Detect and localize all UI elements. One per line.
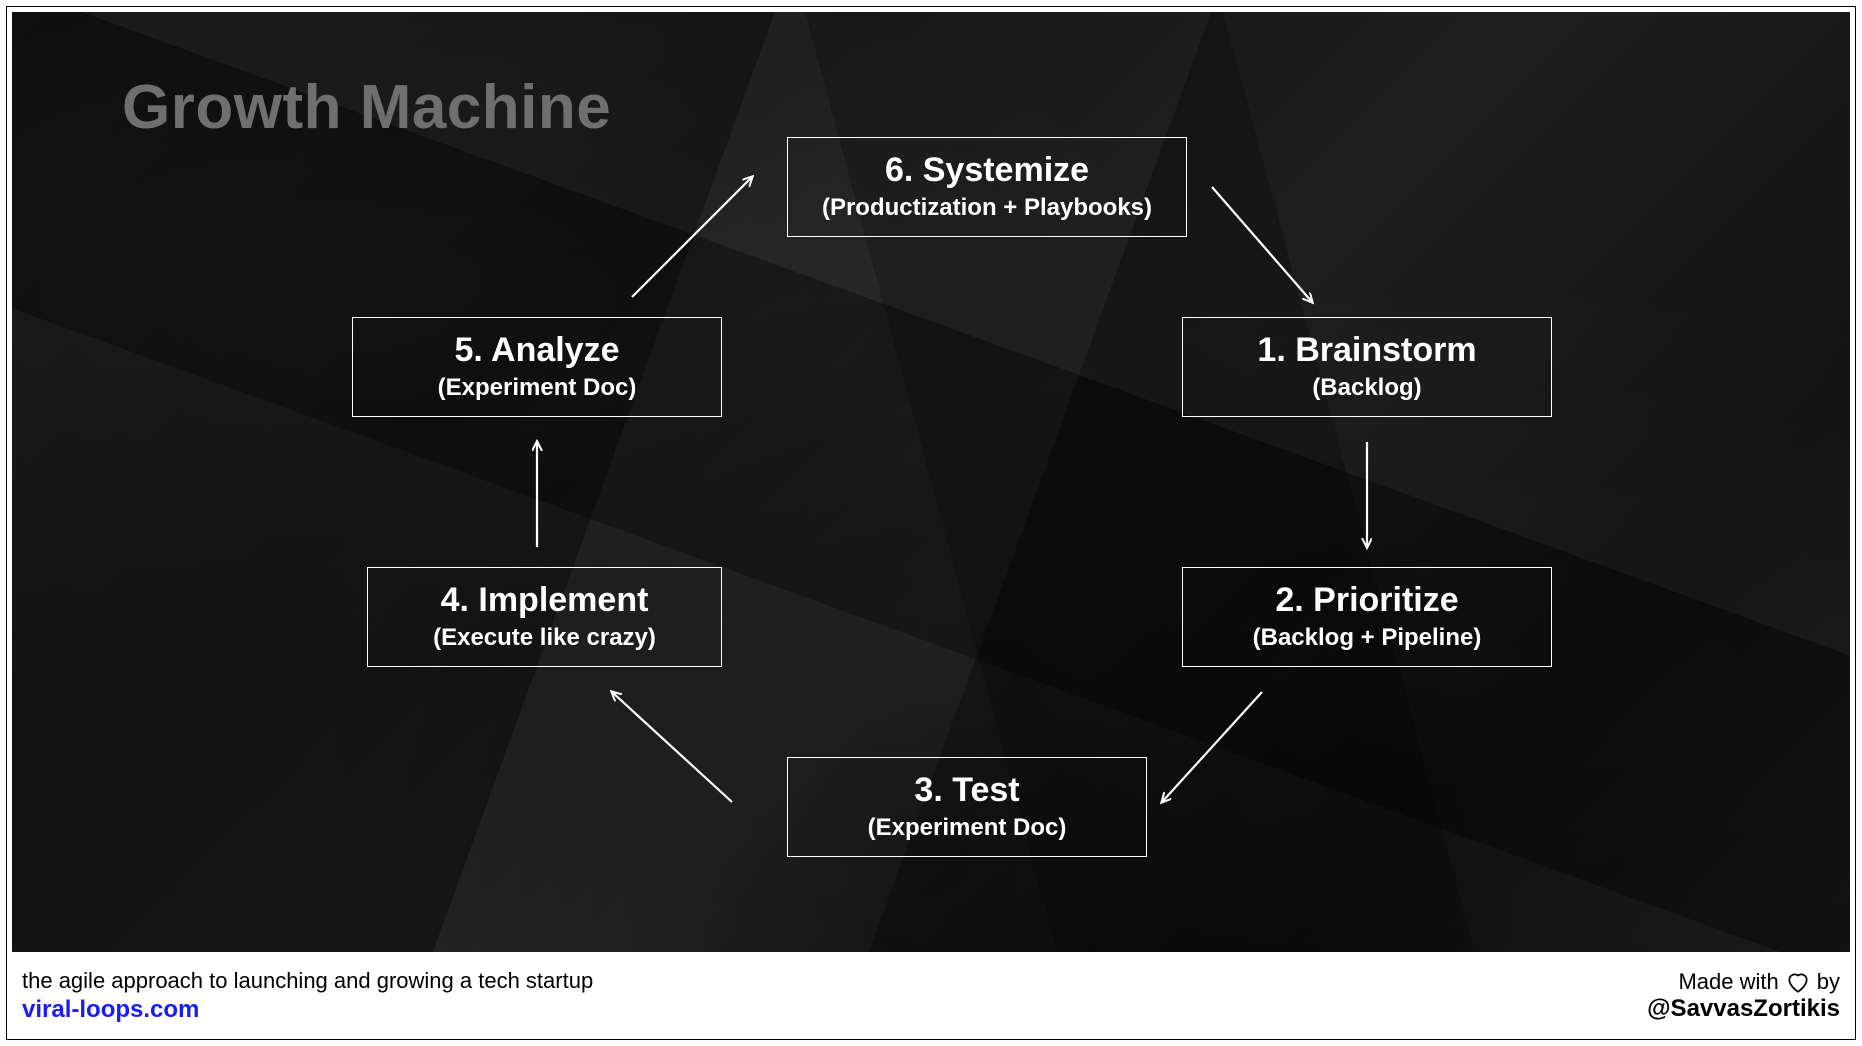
footer-tagline: the agile approach to launching and grow… xyxy=(22,968,593,994)
arrow-prioritize-to-test xyxy=(1162,692,1262,802)
arrow-analyze-to-systemize xyxy=(632,177,752,297)
footer-left: the agile approach to launching and grow… xyxy=(22,968,593,1024)
node-brainstorm: 1. Brainstorm (Backlog) xyxy=(1182,317,1552,417)
footer-author: @SavvasZortikis xyxy=(1647,995,1840,1023)
node-sub: (Backlog + Pipeline) xyxy=(1253,622,1482,653)
node-label: 1. Brainstorm xyxy=(1257,331,1476,370)
node-sub: (Productization + Playbooks) xyxy=(822,192,1152,223)
footer-made-with: Made with by xyxy=(1678,969,1840,995)
node-label: 4. Implement xyxy=(441,581,649,620)
arrow-systemize-to-brainstorm xyxy=(1212,187,1312,302)
node-sub: (Experiment Doc) xyxy=(868,812,1067,843)
footer-link[interactable]: viral-loops.com xyxy=(22,996,593,1024)
arrow-test-to-implement xyxy=(612,692,732,802)
node-label: 5. Analyze xyxy=(454,331,619,370)
slide-title: Growth Machine xyxy=(122,72,611,143)
node-sub: (Execute like crazy) xyxy=(433,622,656,653)
slide-canvas: Growth Machine 6. Systemize (Productizat… xyxy=(12,12,1850,952)
node-analyze: 5. Analyze (Experiment Doc) xyxy=(352,317,722,417)
footer: the agile approach to launching and grow… xyxy=(12,958,1850,1034)
node-implement: 4. Implement (Execute like crazy) xyxy=(367,567,722,667)
footer-right: Made with by @SavvasZortikis xyxy=(1647,969,1840,1023)
heart-icon xyxy=(1785,969,1811,995)
made-prefix: Made with xyxy=(1678,969,1778,995)
node-label: 6. Systemize xyxy=(885,151,1089,190)
node-label: 2. Prioritize xyxy=(1275,581,1458,620)
node-sub: (Backlog) xyxy=(1312,372,1421,403)
node-test: 3. Test (Experiment Doc) xyxy=(787,757,1147,857)
made-suffix: by xyxy=(1817,969,1840,995)
node-systemize: 6. Systemize (Productization + Playbooks… xyxy=(787,137,1187,237)
node-prioritize: 2. Prioritize (Backlog + Pipeline) xyxy=(1182,567,1552,667)
node-label: 3. Test xyxy=(914,771,1019,810)
node-sub: (Experiment Doc) xyxy=(438,372,637,403)
